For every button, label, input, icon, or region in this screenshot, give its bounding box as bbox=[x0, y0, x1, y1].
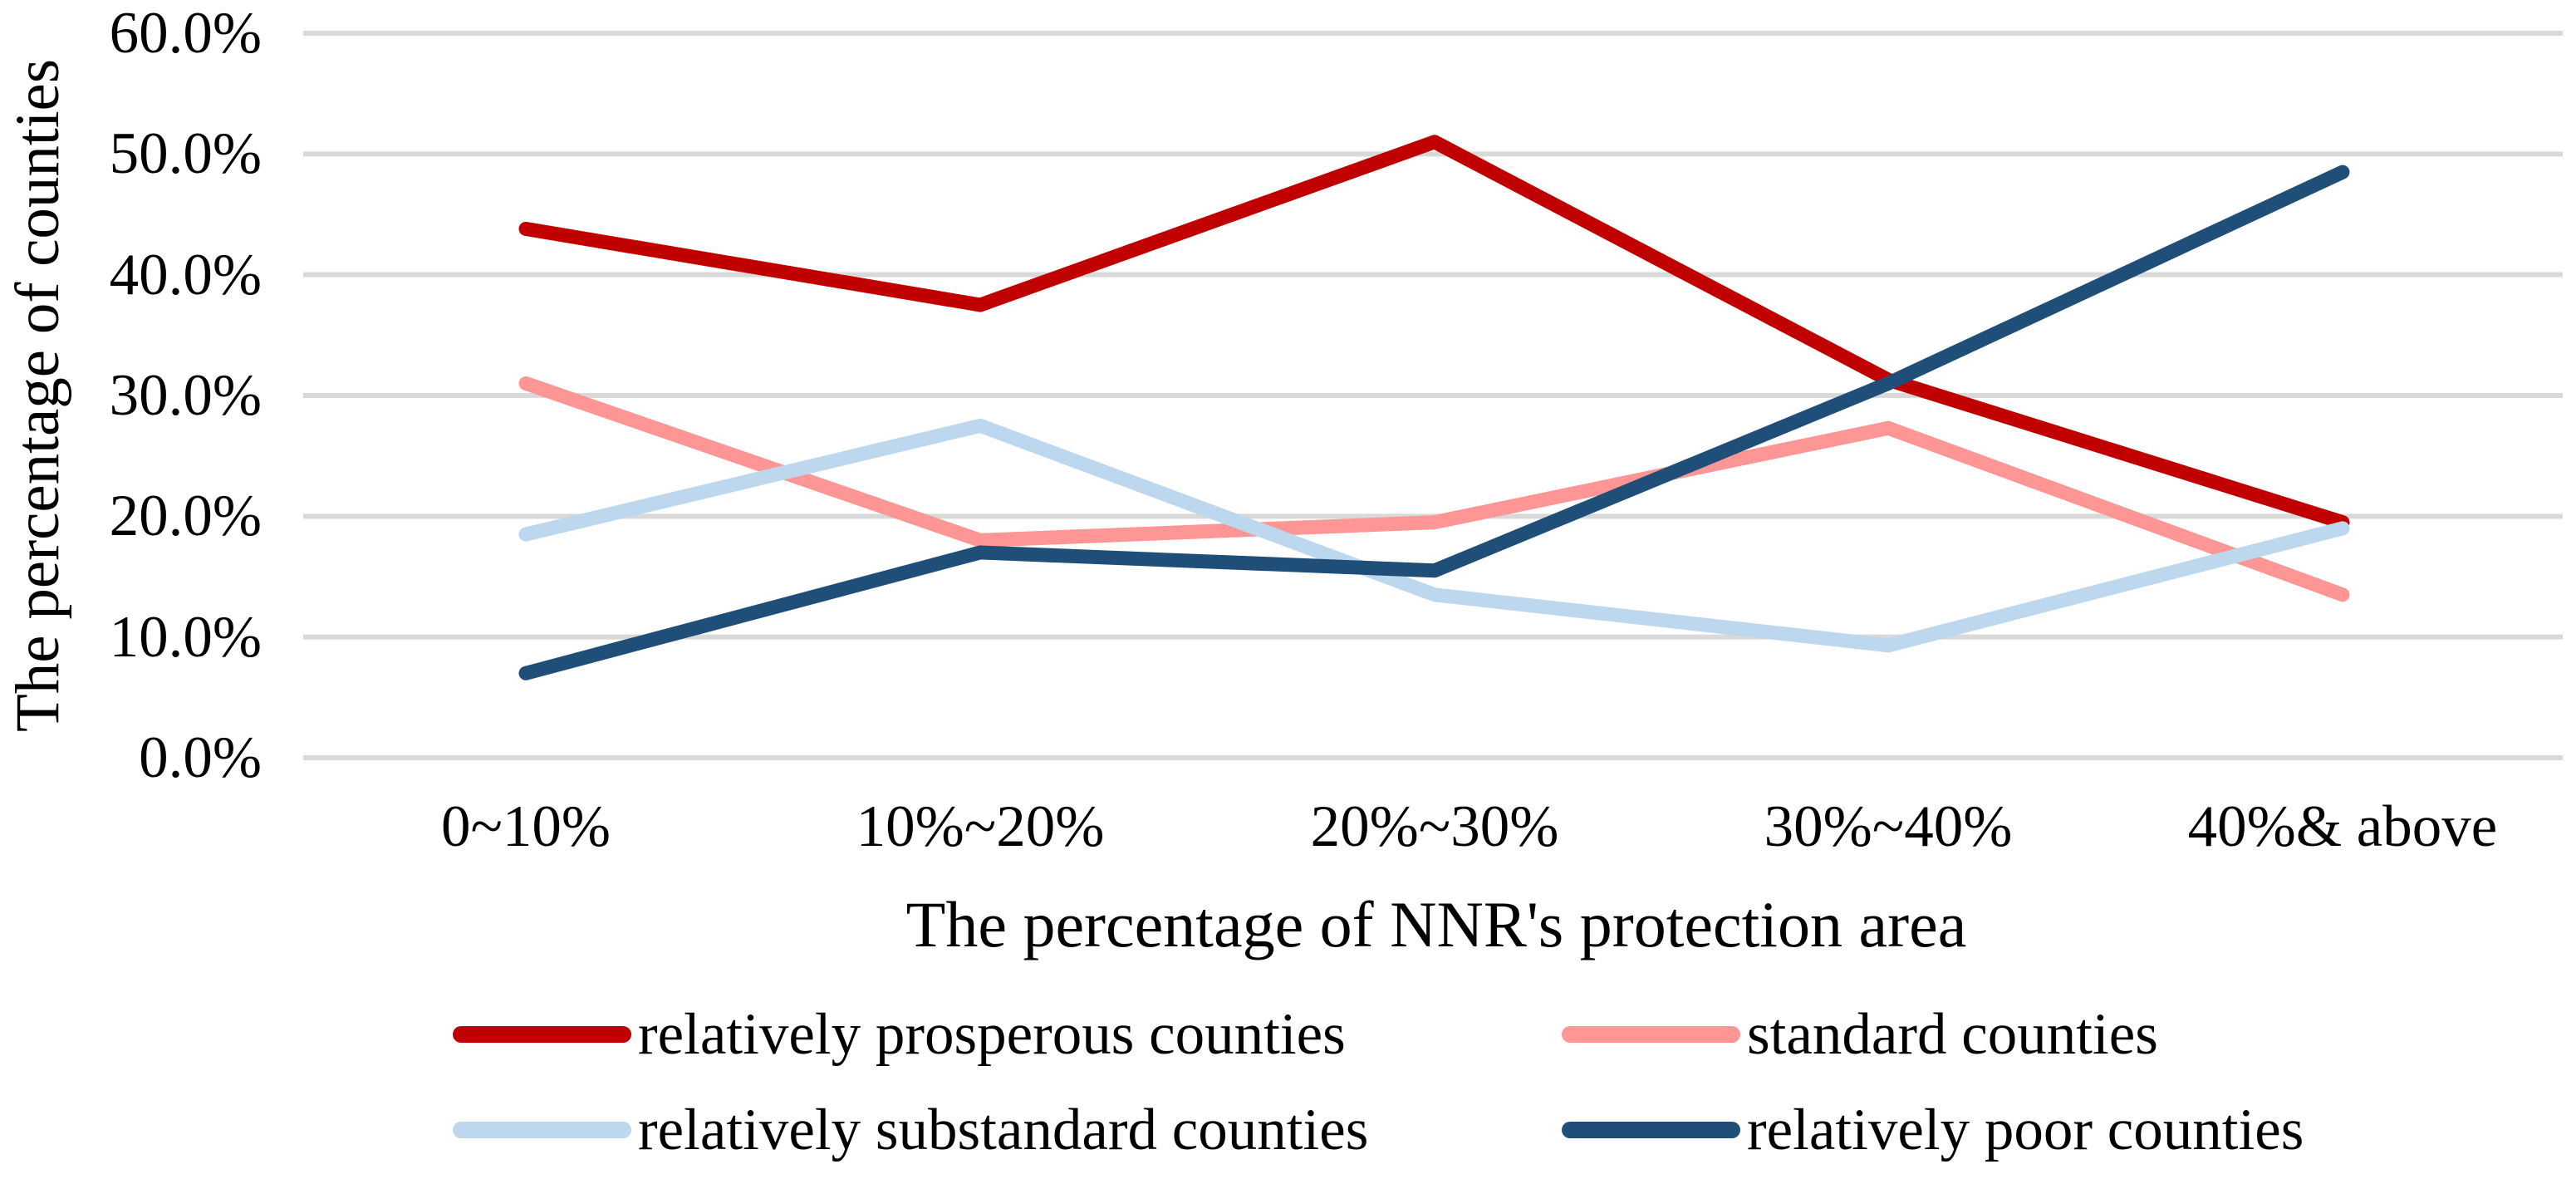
legend-swatch-substandard bbox=[453, 1122, 631, 1138]
y-tick-label-60: 60.0% bbox=[109, 1, 262, 66]
series-line-standard-counties bbox=[518, 376, 2350, 602]
x-tick-label-2: 10%~20% bbox=[856, 794, 1105, 859]
y-tick-label-50: 50.0% bbox=[109, 121, 262, 186]
legend-swatch-standard bbox=[1562, 1026, 1740, 1043]
y-tick-label-40: 40.0% bbox=[109, 243, 262, 307]
series-line-relatively-prosperous-counties bbox=[518, 135, 2350, 530]
series-line-relatively-substandard-counties bbox=[518, 418, 2350, 653]
legend-swatch-poor bbox=[1562, 1122, 1740, 1138]
x-tick-label-3: 20%~30% bbox=[1310, 794, 1559, 859]
series-line-relatively-poor-counties bbox=[518, 165, 2350, 680]
y-tick-label-0: 0.0% bbox=[139, 725, 262, 790]
legend-label-poor: relatively poor counties bbox=[1747, 1098, 2304, 1162]
y-tick-label-10: 10.0% bbox=[109, 605, 262, 670]
y-tick-label-30: 30.0% bbox=[109, 363, 262, 428]
legend-swatch-prosperous bbox=[453, 1026, 631, 1043]
x-tick-label-5: 40%& above bbox=[2187, 794, 2498, 859]
x-tick-label-4: 30%~40% bbox=[1764, 794, 2013, 859]
legend-label-standard: standard counties bbox=[1747, 1002, 2158, 1067]
legend-label-substandard: relatively substandard counties bbox=[638, 1098, 1369, 1162]
x-axis-title: The percentage of NNR's protection area bbox=[905, 888, 1967, 960]
legend-label-prosperous: relatively prosperous counties bbox=[638, 1002, 1346, 1067]
x-tick-label-1: 0~10% bbox=[440, 794, 611, 859]
y-axis-title: The percentage of counties bbox=[3, 58, 72, 733]
y-tick-label-20: 20.0% bbox=[109, 484, 262, 548]
